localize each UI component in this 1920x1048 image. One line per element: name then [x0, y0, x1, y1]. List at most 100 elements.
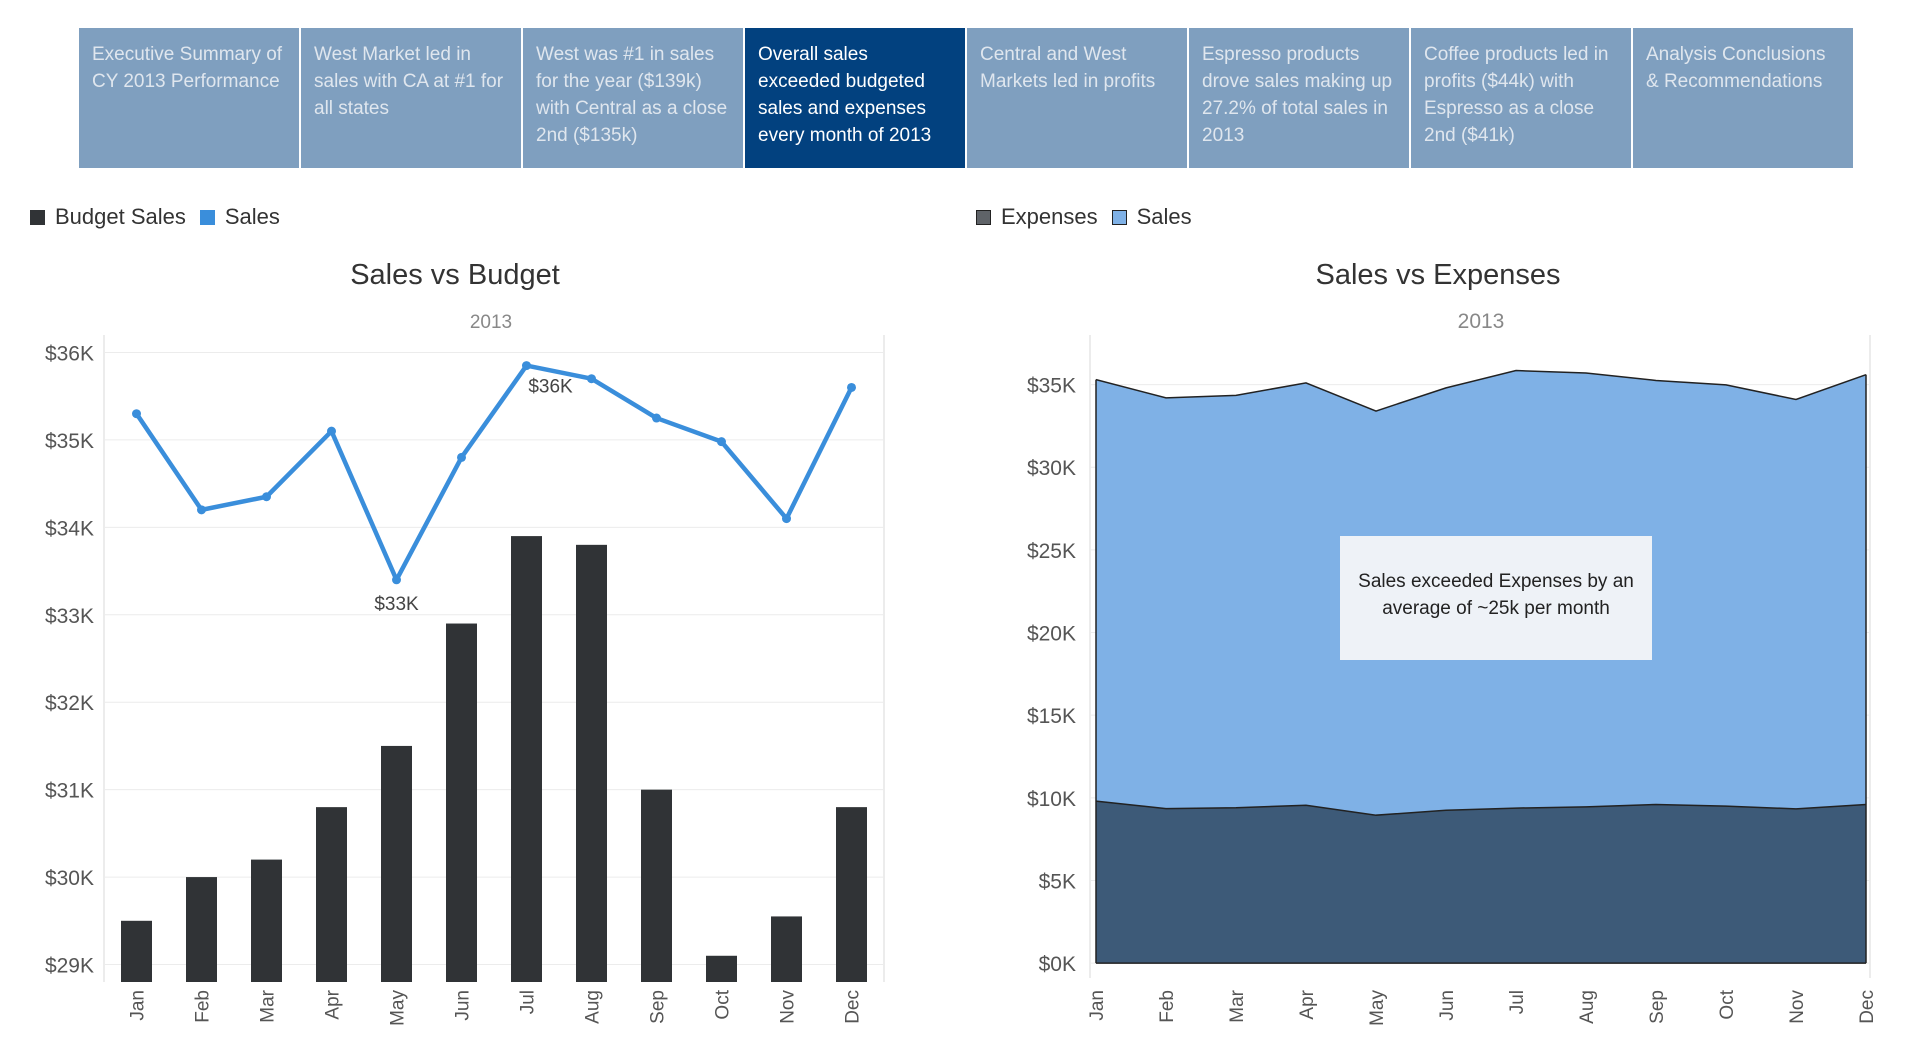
y-tick-label: $30K [1027, 457, 1076, 480]
legend-item-sales[interactable]: Sales [199, 204, 280, 230]
x-tick-label: Jun [453, 990, 474, 1021]
y-tick-label: $20K [1027, 623, 1076, 646]
y-tick-label: $33K [45, 605, 94, 628]
legend-label: Expenses [1001, 204, 1098, 229]
y-tick-label: $30K [45, 867, 94, 890]
legend-swatch [1111, 209, 1127, 225]
legend-item-expenses[interactable]: Expenses [976, 204, 1098, 230]
legend-label: Sales [224, 204, 280, 229]
y-tick-label: $25K [1027, 540, 1076, 563]
sales-point-sep[interactable] [652, 413, 661, 423]
sales-point-may[interactable] [392, 575, 401, 585]
budget-bar-aug[interactable] [576, 544, 607, 982]
x-tick-label: May [388, 990, 409, 1026]
story-navigation: Executive Summary of CY 2013 Performance… [79, 28, 1855, 168]
sales-point-jan[interactable] [132, 409, 141, 419]
budget-bar-oct[interactable] [706, 955, 737, 982]
x-tick-label: Apr [1297, 989, 1318, 1019]
expenses-area[interactable] [1096, 801, 1866, 964]
legend-item-budget-sales[interactable]: Budget Sales [30, 204, 186, 230]
x-tick-label: Apr [323, 989, 344, 1019]
chart-title: Sales vs Budget [350, 259, 560, 291]
x-tick-label: Jan [1087, 990, 1108, 1021]
x-tick-label: Aug [1577, 990, 1598, 1024]
x-tick-label: Dec [843, 990, 864, 1024]
sales-data-label: $36K [528, 377, 573, 398]
x-tick-label: Nov [1787, 990, 1808, 1024]
sales-point-apr[interactable] [327, 426, 336, 436]
sales-point-nov[interactable] [782, 514, 791, 524]
sales-expenses-legend: Expenses Sales [976, 204, 1206, 230]
story-point-4[interactable]: Overall sales exceeded budgeted sales an… [745, 28, 965, 168]
x-tick-label: Nov [778, 990, 799, 1024]
chart-subtitle: 2013 [470, 312, 512, 333]
story-point-5[interactable]: Central and West Markets led in profits [967, 28, 1187, 168]
budget-bar-jun[interactable] [446, 623, 477, 982]
x-tick-label: Jan [128, 990, 149, 1021]
x-tick-label: May [1367, 990, 1388, 1026]
story-point-1[interactable]: Executive Summary of CY 2013 Performance [79, 28, 299, 168]
chart-subtitle: 2013 [1458, 310, 1505, 333]
y-tick-label: $10K [1027, 788, 1076, 811]
sales-point-jun[interactable] [457, 452, 466, 462]
sales-point-feb[interactable] [197, 505, 206, 515]
x-tick-label: Jul [1507, 990, 1528, 1014]
sales-point-mar[interactable] [262, 492, 271, 502]
story-point-8[interactable]: Analysis Conclusions & Recommendations [1633, 28, 1853, 168]
y-tick-label: $35K [45, 430, 94, 453]
budget-bar-nov[interactable] [771, 916, 802, 982]
sales-vs-budget-chart: Sales vs Budget 2013 $29K $30K $31K $32K $33K $… [45, 259, 885, 1026]
sales-point-dec[interactable] [847, 382, 856, 392]
budget-bar-jan[interactable] [121, 920, 152, 982]
x-tick-label: Oct [713, 989, 734, 1019]
sales-outline [1095, 369, 1867, 412]
budget-bar-dec[interactable] [836, 807, 867, 982]
legend-swatch [30, 209, 45, 225]
story-point-6[interactable]: Espresso products drove sales making up … [1189, 28, 1409, 168]
budget-bar-feb[interactable] [186, 877, 217, 982]
y-tick-label: $5K [1039, 870, 1076, 893]
sales-data-label: $33K [374, 594, 419, 615]
chart-title: Sales vs Expenses [1315, 259, 1560, 291]
annotation-text: average of ~25k per month [1382, 598, 1610, 619]
x-tick-label: Feb [1157, 990, 1178, 1023]
budget-bar-apr[interactable] [316, 807, 347, 982]
x-tick-label: Feb [193, 990, 214, 1023]
y-tick-label: $32K [45, 692, 94, 715]
x-tick-label: Mar [258, 989, 279, 1022]
x-tick-label: Aug [583, 990, 604, 1024]
legend-swatch [976, 209, 991, 225]
y-tick-label: $35K [1027, 375, 1076, 398]
legend-item-sales[interactable]: Sales [1111, 204, 1192, 230]
x-tick-label: Jul [518, 990, 539, 1014]
sales-line[interactable] [134, 363, 854, 583]
story-point-3[interactable]: West was #1 in sales for the year ($139k… [523, 28, 743, 168]
y-tick-label: $34K [45, 517, 94, 540]
budget-bar-mar[interactable] [251, 859, 282, 982]
legend-swatch [199, 209, 215, 225]
expenses-outline [1095, 800, 1867, 816]
budget-bar-sep[interactable] [641, 789, 672, 982]
annotation-text: Sales exceeded Expenses by an [1358, 571, 1634, 592]
story-point-7[interactable]: Coffee products led in profits ($44k) wi… [1411, 28, 1631, 168]
sales-point-aug[interactable] [587, 374, 596, 384]
y-tick-label: $15K [1027, 705, 1076, 728]
x-tick-label: Jun [1437, 990, 1458, 1021]
y-tick-label: $31K [45, 780, 94, 803]
sales-budget-legend: Budget Sales Sales [30, 204, 294, 230]
legend-label: Budget Sales [55, 204, 186, 229]
legend-label: Sales [1136, 204, 1192, 229]
annotation-box [1340, 536, 1652, 660]
y-tick-label: $36K [45, 342, 94, 365]
y-tick-label: $29K [45, 955, 94, 978]
budget-bar-jul[interactable] [511, 536, 542, 982]
x-tick-label: Mar [1227, 989, 1248, 1022]
x-tick-label: Dec [1857, 990, 1878, 1024]
story-point-2[interactable]: West Market led in sales with CA at #1 f… [301, 28, 521, 168]
sales-point-jul[interactable] [522, 361, 531, 371]
x-tick-label: Sep [1647, 990, 1668, 1024]
budget-bar-may[interactable] [381, 745, 412, 982]
y-tick-label: $0K [1039, 953, 1076, 976]
x-tick-label: Oct [1717, 989, 1738, 1019]
sales-point-oct[interactable] [717, 437, 726, 447]
